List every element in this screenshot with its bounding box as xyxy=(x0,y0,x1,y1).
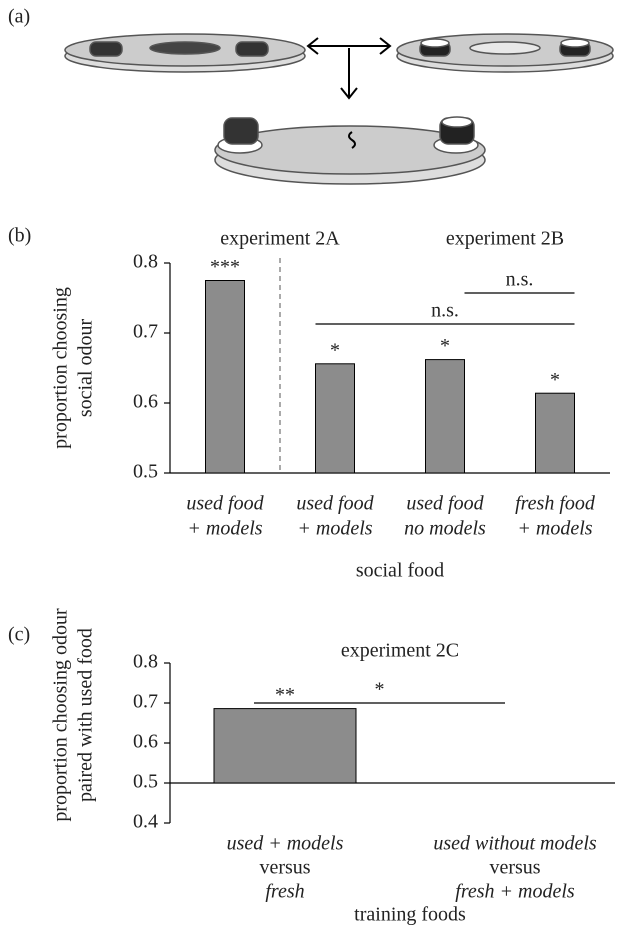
significance-label: * xyxy=(330,339,340,361)
x-tick-label: used food xyxy=(186,493,264,515)
vial-top xyxy=(560,38,590,48)
group-label: experiment 2B xyxy=(446,228,564,250)
y-tick-label: 0.7 xyxy=(133,691,158,713)
vial-top xyxy=(441,116,473,128)
y-axis-label: proportion choosing odour xyxy=(50,608,72,822)
comparison-label: n.s. xyxy=(506,269,534,291)
x-tick-label: fresh + models xyxy=(455,881,575,903)
y-axis-label: paired with used food xyxy=(75,628,97,802)
panel-label: (b) xyxy=(8,225,31,247)
x-tick-label: used food xyxy=(406,493,484,515)
x-tick-label: used food xyxy=(296,493,374,515)
x-tick-label: + models xyxy=(297,518,372,540)
x-tick-label: fresh xyxy=(265,881,304,903)
dish-food xyxy=(149,41,221,55)
dish xyxy=(214,125,486,175)
y-axis-label: social odour xyxy=(75,319,97,418)
vial-top xyxy=(420,38,450,48)
y-tick-label: 0.5 xyxy=(133,771,158,793)
bar xyxy=(205,280,245,474)
x-tick-label: + models xyxy=(187,518,262,540)
panel-label: (a) xyxy=(8,6,30,28)
vial xyxy=(235,41,269,57)
x-tick-label: versus xyxy=(259,857,310,879)
x-tick-label: used + models xyxy=(227,833,344,855)
bar xyxy=(213,708,357,784)
larva xyxy=(348,131,356,149)
comparison-label: * xyxy=(375,679,385,701)
arrows xyxy=(306,37,392,100)
group-label: experiment 2C xyxy=(341,640,459,662)
y-tick-label: 0.5 xyxy=(133,461,158,483)
vial xyxy=(223,117,259,145)
group-label: experiment 2A xyxy=(220,228,340,250)
dish-food xyxy=(469,41,541,55)
y-tick-label: 0.8 xyxy=(133,651,158,673)
significance-label: *** xyxy=(210,256,240,278)
x-tick-label: versus xyxy=(489,857,540,879)
significance-label: ** xyxy=(275,684,295,706)
bar xyxy=(535,392,575,474)
x-tick-label: + models xyxy=(517,518,592,540)
x-axis-label: training foods xyxy=(354,904,466,926)
bar xyxy=(425,359,465,474)
y-tick-label: 0.8 xyxy=(133,251,158,273)
y-tick-label: 0.7 xyxy=(133,321,158,343)
x-tick-label: no models xyxy=(404,518,486,540)
comparison-label: n.s. xyxy=(431,300,459,322)
panel-label: (c) xyxy=(8,624,30,646)
x-axis-label: social food xyxy=(356,560,444,582)
y-axis-label: proportion choosing xyxy=(50,287,72,449)
diagram: (a) xyxy=(8,6,614,185)
y-tick-label: 0.4 xyxy=(133,811,158,833)
significance-label: * xyxy=(440,335,450,357)
vial xyxy=(89,41,123,57)
significance-label: * xyxy=(550,369,560,391)
x-tick-label: used without models xyxy=(433,833,597,855)
y-tick-label: 0.6 xyxy=(133,391,158,413)
bar xyxy=(315,363,355,474)
x-tick-label: fresh food xyxy=(515,493,596,515)
y-tick-label: 0.6 xyxy=(133,731,158,753)
